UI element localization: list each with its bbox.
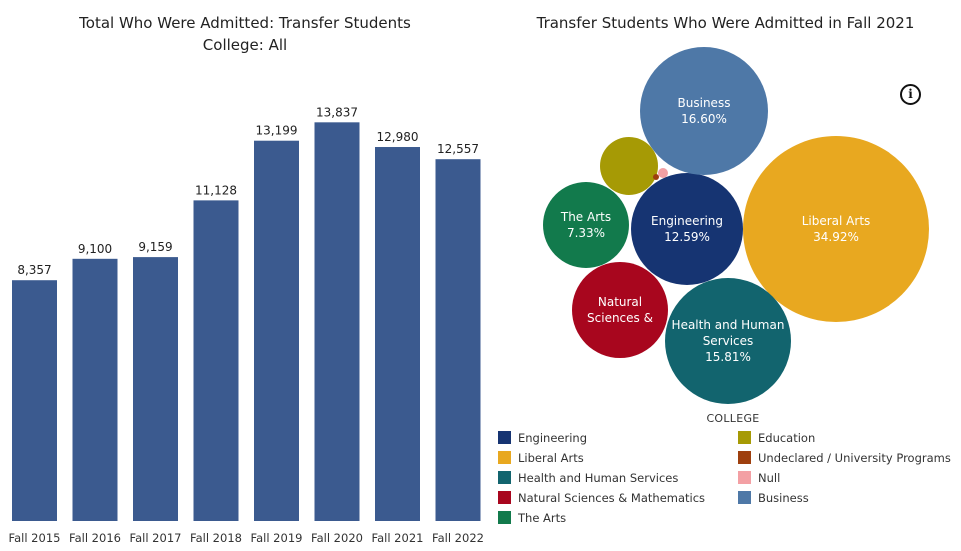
x-tick-label: Fall 2018 [190, 531, 242, 545]
legend-item[interactable]: Health and Human Services [498, 470, 738, 485]
legend-item[interactable]: Education [738, 430, 958, 445]
bar[interactable] [254, 140, 299, 522]
legend-item[interactable]: The Arts [498, 510, 738, 525]
bar[interactable] [375, 147, 420, 522]
bubble-label: 16.60% [681, 112, 727, 126]
bar[interactable] [72, 258, 118, 521]
bubble-chart-title: Transfer Students Who Were Admitted in F… [536, 14, 915, 32]
legend-swatch [498, 491, 511, 504]
legend-label: Undeclared / University Programs [758, 450, 951, 465]
legend-label: Natural Sciences & Mathematics [518, 490, 706, 505]
bubble-chart: Engineering 12.59% Liberal Arts 34.92% Healt… [543, 47, 929, 404]
bubble-chart-panel: Transfer Students Who Were Admitted in F… [490, 0, 961, 551]
bubble[interactable] [640, 47, 768, 175]
legend-item[interactable]: Natural Sciences & Mathematics [498, 490, 738, 505]
bubble-label: The Arts [560, 210, 611, 224]
legend-item[interactable]: Null [738, 470, 958, 485]
bubble-label: Business [678, 96, 731, 110]
legend-grid: Engineering Education Liberal Arts Undeclar… [498, 430, 958, 525]
bubble[interactable] [653, 174, 659, 180]
legend-swatch [498, 451, 511, 464]
legend-item[interactable]: Undeclared / University Programs [738, 450, 958, 465]
bubble[interactable] [543, 182, 629, 268]
bar-chart-title: Total Who Were Admitted: Transfer Studen… [79, 14, 411, 32]
legend-swatch [738, 471, 751, 484]
bar[interactable] [133, 257, 178, 521]
bubble-label: 34.92% [813, 230, 859, 244]
legend-label: Liberal Arts [518, 450, 584, 465]
bar[interactable] [435, 159, 481, 522]
bubble[interactable] [665, 278, 791, 404]
legend-swatch [738, 451, 751, 464]
bubble[interactable] [600, 137, 658, 195]
x-tick-label: Fall 2020 [311, 531, 363, 545]
bar-value-label: 12,980 [377, 130, 419, 144]
legend-item[interactable]: Liberal Arts [498, 450, 738, 465]
bubble-label: 7.33% [567, 226, 605, 240]
bar-chart-panel: Total Who Were Admitted: Transfer Studen… [9, 14, 484, 545]
bubble[interactable] [631, 173, 743, 285]
legend: COLLEGE Engineering Education Liberal Arts… [498, 412, 958, 525]
legend-swatch [738, 491, 751, 504]
legend-swatch [498, 511, 511, 524]
bubble[interactable] [743, 136, 929, 322]
bar-value-label: 12,557 [437, 142, 479, 156]
bubble-label: Health and Human [672, 318, 785, 332]
legend-label: Education [758, 430, 816, 445]
bar[interactable] [193, 200, 239, 521]
x-tick-label: Fall 2015 [9, 531, 61, 545]
legend-label: Engineering [518, 430, 587, 445]
bar-value-label: 11,128 [195, 183, 237, 197]
info-icon[interactable]: i [900, 84, 921, 105]
bar-chart: 8,357 Fall 2015 9,100 Fall 2016 9,159 Fall 20… [9, 105, 484, 545]
legend-swatch [498, 471, 511, 484]
x-tick-label: Fall 2022 [432, 531, 484, 545]
bar-value-label: 13,199 [256, 124, 298, 138]
bar-value-label: 9,100 [78, 242, 112, 256]
legend-item[interactable]: Business [738, 490, 958, 505]
bubble-label: 12.59% [664, 230, 710, 244]
bubble-label: 15.81% [705, 350, 751, 364]
bubble[interactable] [572, 262, 668, 358]
bar-chart-subtitle: College: All [202, 36, 288, 54]
bubble-label: Sciences & [587, 311, 653, 325]
legend-label: Health and Human Services [518, 470, 679, 485]
legend-label: Business [758, 490, 809, 505]
x-tick-label: Fall 2019 [251, 531, 303, 545]
x-tick-label: Fall 2017 [130, 531, 182, 545]
bar[interactable] [12, 280, 57, 521]
legend-swatch [738, 431, 751, 444]
bar-value-label: 8,357 [17, 263, 51, 277]
legend-item[interactable]: Engineering [498, 430, 738, 445]
bubble-label: Engineering [651, 214, 723, 228]
bubble-label: Services [703, 334, 754, 348]
x-tick-label: Fall 2016 [69, 531, 121, 545]
bubble-label: Natural [598, 295, 642, 309]
legend-swatch [498, 431, 511, 444]
bubble[interactable] [658, 168, 668, 178]
bubble-label: Liberal Arts [802, 214, 871, 228]
bar-value-label: 9,159 [138, 240, 172, 254]
legend-item[interactable] [738, 510, 958, 525]
legend-label: The Arts [518, 510, 567, 525]
legend-title: COLLEGE [706, 412, 760, 425]
bar[interactable] [314, 122, 360, 521]
bar-value-label: 13,837 [316, 105, 358, 119]
legend-label: Null [758, 470, 781, 485]
x-tick-label: Fall 2021 [372, 531, 424, 545]
